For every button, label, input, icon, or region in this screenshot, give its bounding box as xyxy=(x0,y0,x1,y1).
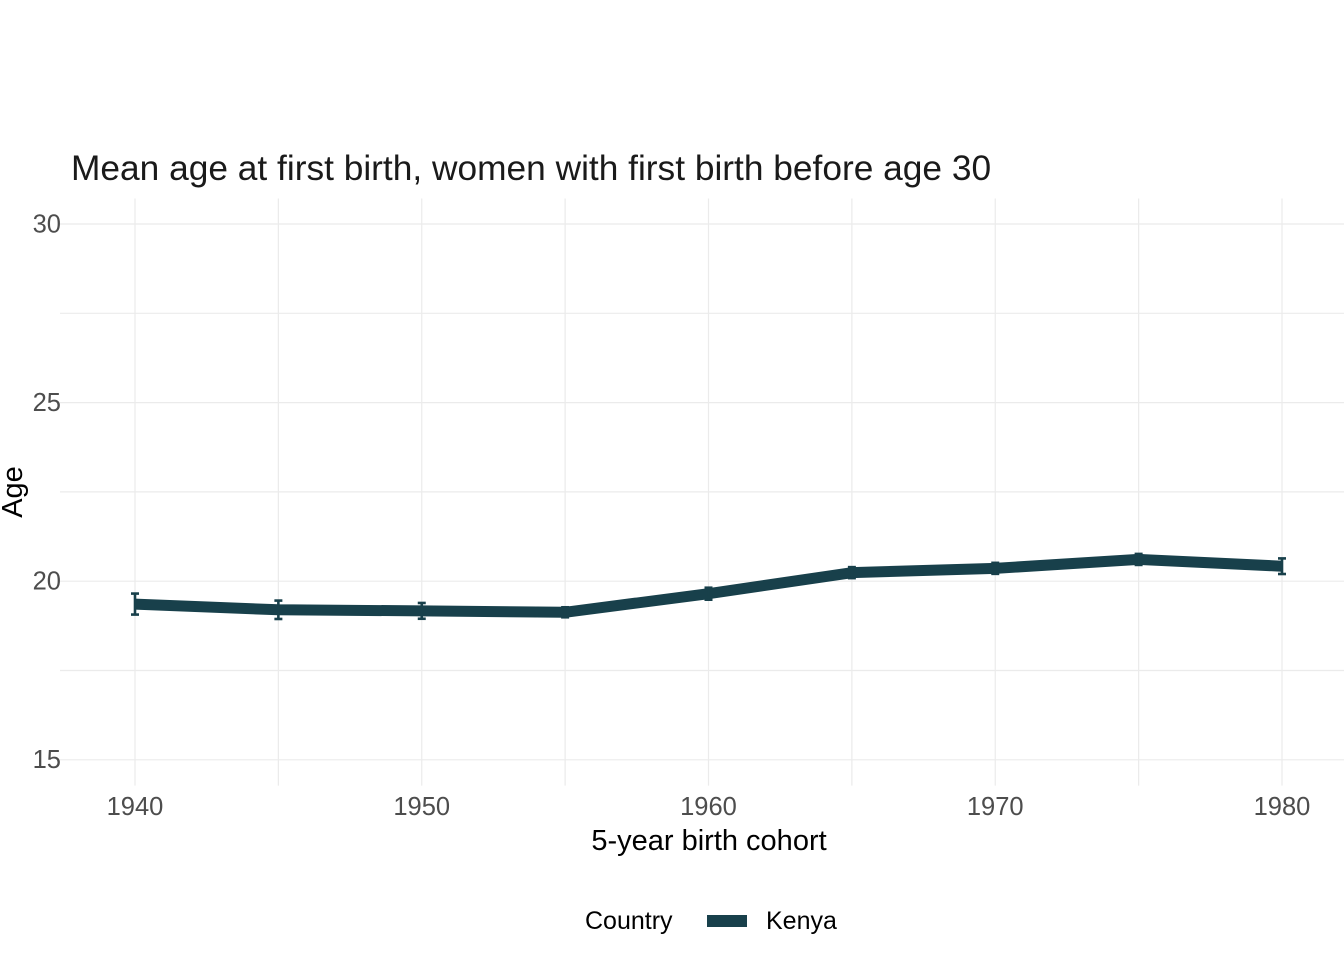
svg-text:Kenya: Kenya xyxy=(766,907,837,935)
svg-text:1960: 1960 xyxy=(680,793,737,821)
svg-text:1940: 1940 xyxy=(107,793,164,821)
svg-text:15: 15 xyxy=(33,746,61,774)
svg-text:25: 25 xyxy=(33,389,61,417)
svg-text:30: 30 xyxy=(33,211,61,239)
svg-text:Country: Country xyxy=(585,907,673,935)
svg-text:5-year birth cohort: 5-year birth cohort xyxy=(591,825,826,857)
svg-text:Age: Age xyxy=(0,466,29,518)
svg-text:1980: 1980 xyxy=(1254,793,1311,821)
svg-text:20: 20 xyxy=(33,568,61,596)
svg-text:1950: 1950 xyxy=(393,793,450,821)
svg-text:1970: 1970 xyxy=(967,793,1024,821)
